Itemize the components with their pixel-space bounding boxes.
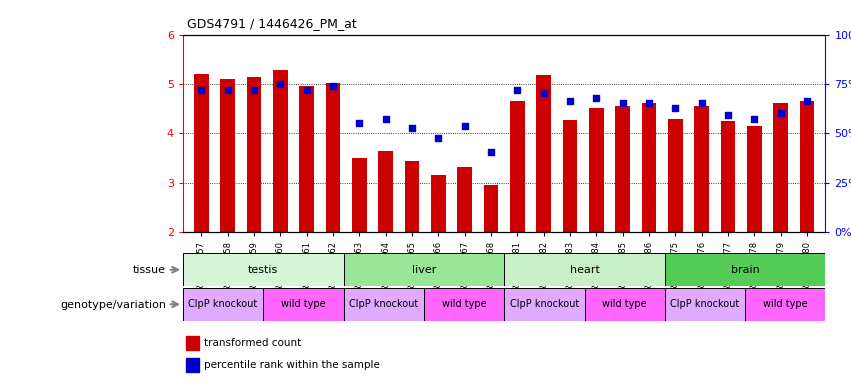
Point <box>484 149 498 155</box>
Bar <box>563 119 577 232</box>
Text: genotype/variation: genotype/variation <box>60 300 166 310</box>
Bar <box>344 253 504 286</box>
Bar <box>536 75 551 232</box>
Bar <box>747 126 762 232</box>
Point <box>695 100 709 106</box>
Bar <box>352 158 367 232</box>
Text: ClpP knockout: ClpP knockout <box>349 299 419 310</box>
Text: wild type: wild type <box>603 299 647 310</box>
Text: wild type: wild type <box>442 299 487 310</box>
Bar <box>183 288 263 321</box>
Bar <box>721 121 735 232</box>
Point <box>300 87 313 93</box>
Bar <box>405 161 420 232</box>
Bar <box>510 101 524 232</box>
Point <box>195 87 208 93</box>
Point <box>800 98 814 104</box>
Point <box>379 116 392 122</box>
Bar <box>186 358 199 372</box>
Text: liver: liver <box>412 265 436 275</box>
Point <box>352 119 366 126</box>
Point <box>774 109 787 116</box>
Bar <box>186 336 199 350</box>
Text: wild type: wild type <box>281 299 326 310</box>
Bar <box>424 288 504 321</box>
Text: brain: brain <box>731 265 760 275</box>
Bar <box>431 175 446 232</box>
Point <box>221 87 235 93</box>
Bar <box>220 79 235 232</box>
Bar <box>300 86 314 232</box>
Text: tissue: tissue <box>133 265 166 275</box>
Bar <box>615 106 630 232</box>
Point <box>511 87 524 93</box>
Bar <box>273 70 288 232</box>
Point <box>747 116 761 122</box>
Bar <box>344 288 424 321</box>
Bar <box>379 151 393 232</box>
Bar <box>665 288 745 321</box>
Bar <box>484 185 499 232</box>
Text: transformed count: transformed count <box>203 338 300 348</box>
Bar <box>326 83 340 232</box>
Point <box>616 100 630 106</box>
Point <box>669 105 683 111</box>
Point <box>563 98 577 104</box>
Text: wild type: wild type <box>763 299 808 310</box>
Bar <box>183 253 344 286</box>
Bar <box>585 288 665 321</box>
Bar <box>745 288 825 321</box>
Text: ClpP knockout: ClpP knockout <box>671 299 740 310</box>
Bar <box>774 103 788 232</box>
Point <box>590 95 603 101</box>
Text: heart: heart <box>569 265 599 275</box>
Point <box>537 90 551 96</box>
Point <box>248 87 261 93</box>
Point <box>458 123 471 129</box>
Text: testis: testis <box>248 265 278 275</box>
Text: GDS4791 / 1446426_PM_at: GDS4791 / 1446426_PM_at <box>187 17 357 30</box>
Bar <box>668 119 683 232</box>
Bar <box>694 106 709 232</box>
Bar <box>665 253 825 286</box>
Bar <box>589 108 603 232</box>
Bar <box>504 288 585 321</box>
Point <box>405 124 419 131</box>
Point <box>722 112 735 118</box>
Text: percentile rank within the sample: percentile rank within the sample <box>203 360 380 370</box>
Bar <box>504 253 665 286</box>
Point <box>326 83 340 89</box>
Bar <box>800 101 814 232</box>
Point <box>273 81 287 87</box>
Point <box>431 135 445 141</box>
Bar <box>642 103 656 232</box>
Point <box>643 100 656 106</box>
Bar <box>263 288 344 321</box>
Bar <box>458 167 472 232</box>
Bar <box>194 74 208 232</box>
Bar <box>247 76 261 232</box>
Text: ClpP knockout: ClpP knockout <box>510 299 579 310</box>
Text: ClpP knockout: ClpP knockout <box>189 299 258 310</box>
